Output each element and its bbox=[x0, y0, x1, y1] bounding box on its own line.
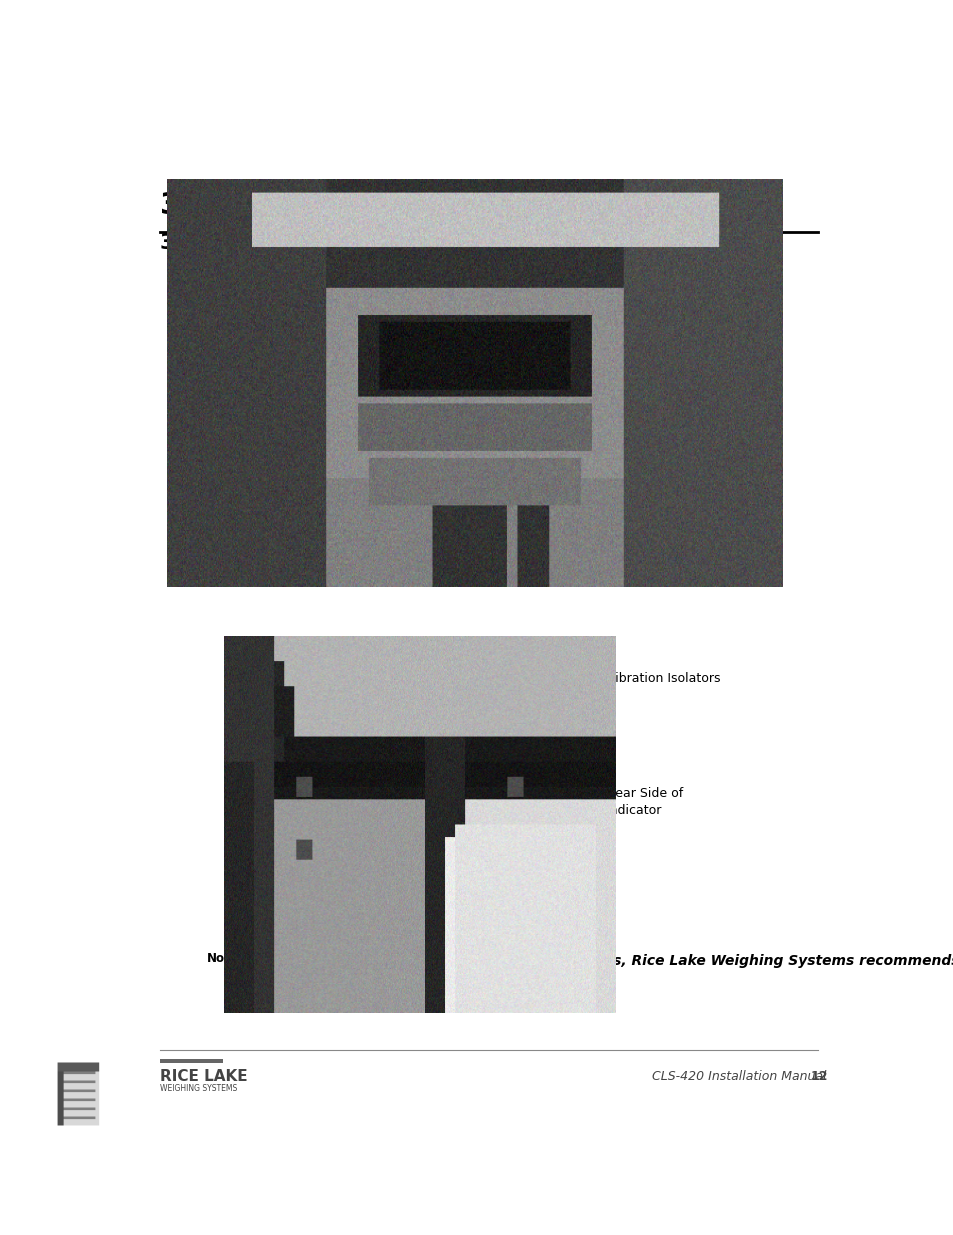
Text: Vibration Isolators: Vibration Isolators bbox=[606, 672, 720, 685]
Text: RICE LAKE: RICE LAKE bbox=[160, 1068, 247, 1084]
Text: CLS-420 Installation Manual: CLS-420 Installation Manual bbox=[651, 1070, 825, 1083]
Text: 3.1: 3.1 bbox=[160, 233, 196, 253]
Text: WEIGHING SYSTEMS: WEIGHING SYSTEMS bbox=[160, 1084, 237, 1093]
Text: Note: Note bbox=[206, 952, 238, 965]
Bar bbox=[160, 1060, 222, 1063]
Text: Mounting the 420 Indicator: Mounting the 420 Indicator bbox=[219, 233, 540, 253]
Text: 12: 12 bbox=[810, 1070, 827, 1083]
Text: To permanently lock the indicator mounting bolts, Rice Lake Weighing Systems rec: To permanently lock the indicator mounti… bbox=[233, 953, 953, 987]
Text: 3.0: 3.0 bbox=[160, 190, 213, 220]
Text: Rear Side of
Indicator: Rear Side of Indicator bbox=[606, 787, 682, 818]
Text: Indicator Hardware Setup: Indicator Hardware Setup bbox=[237, 190, 679, 220]
